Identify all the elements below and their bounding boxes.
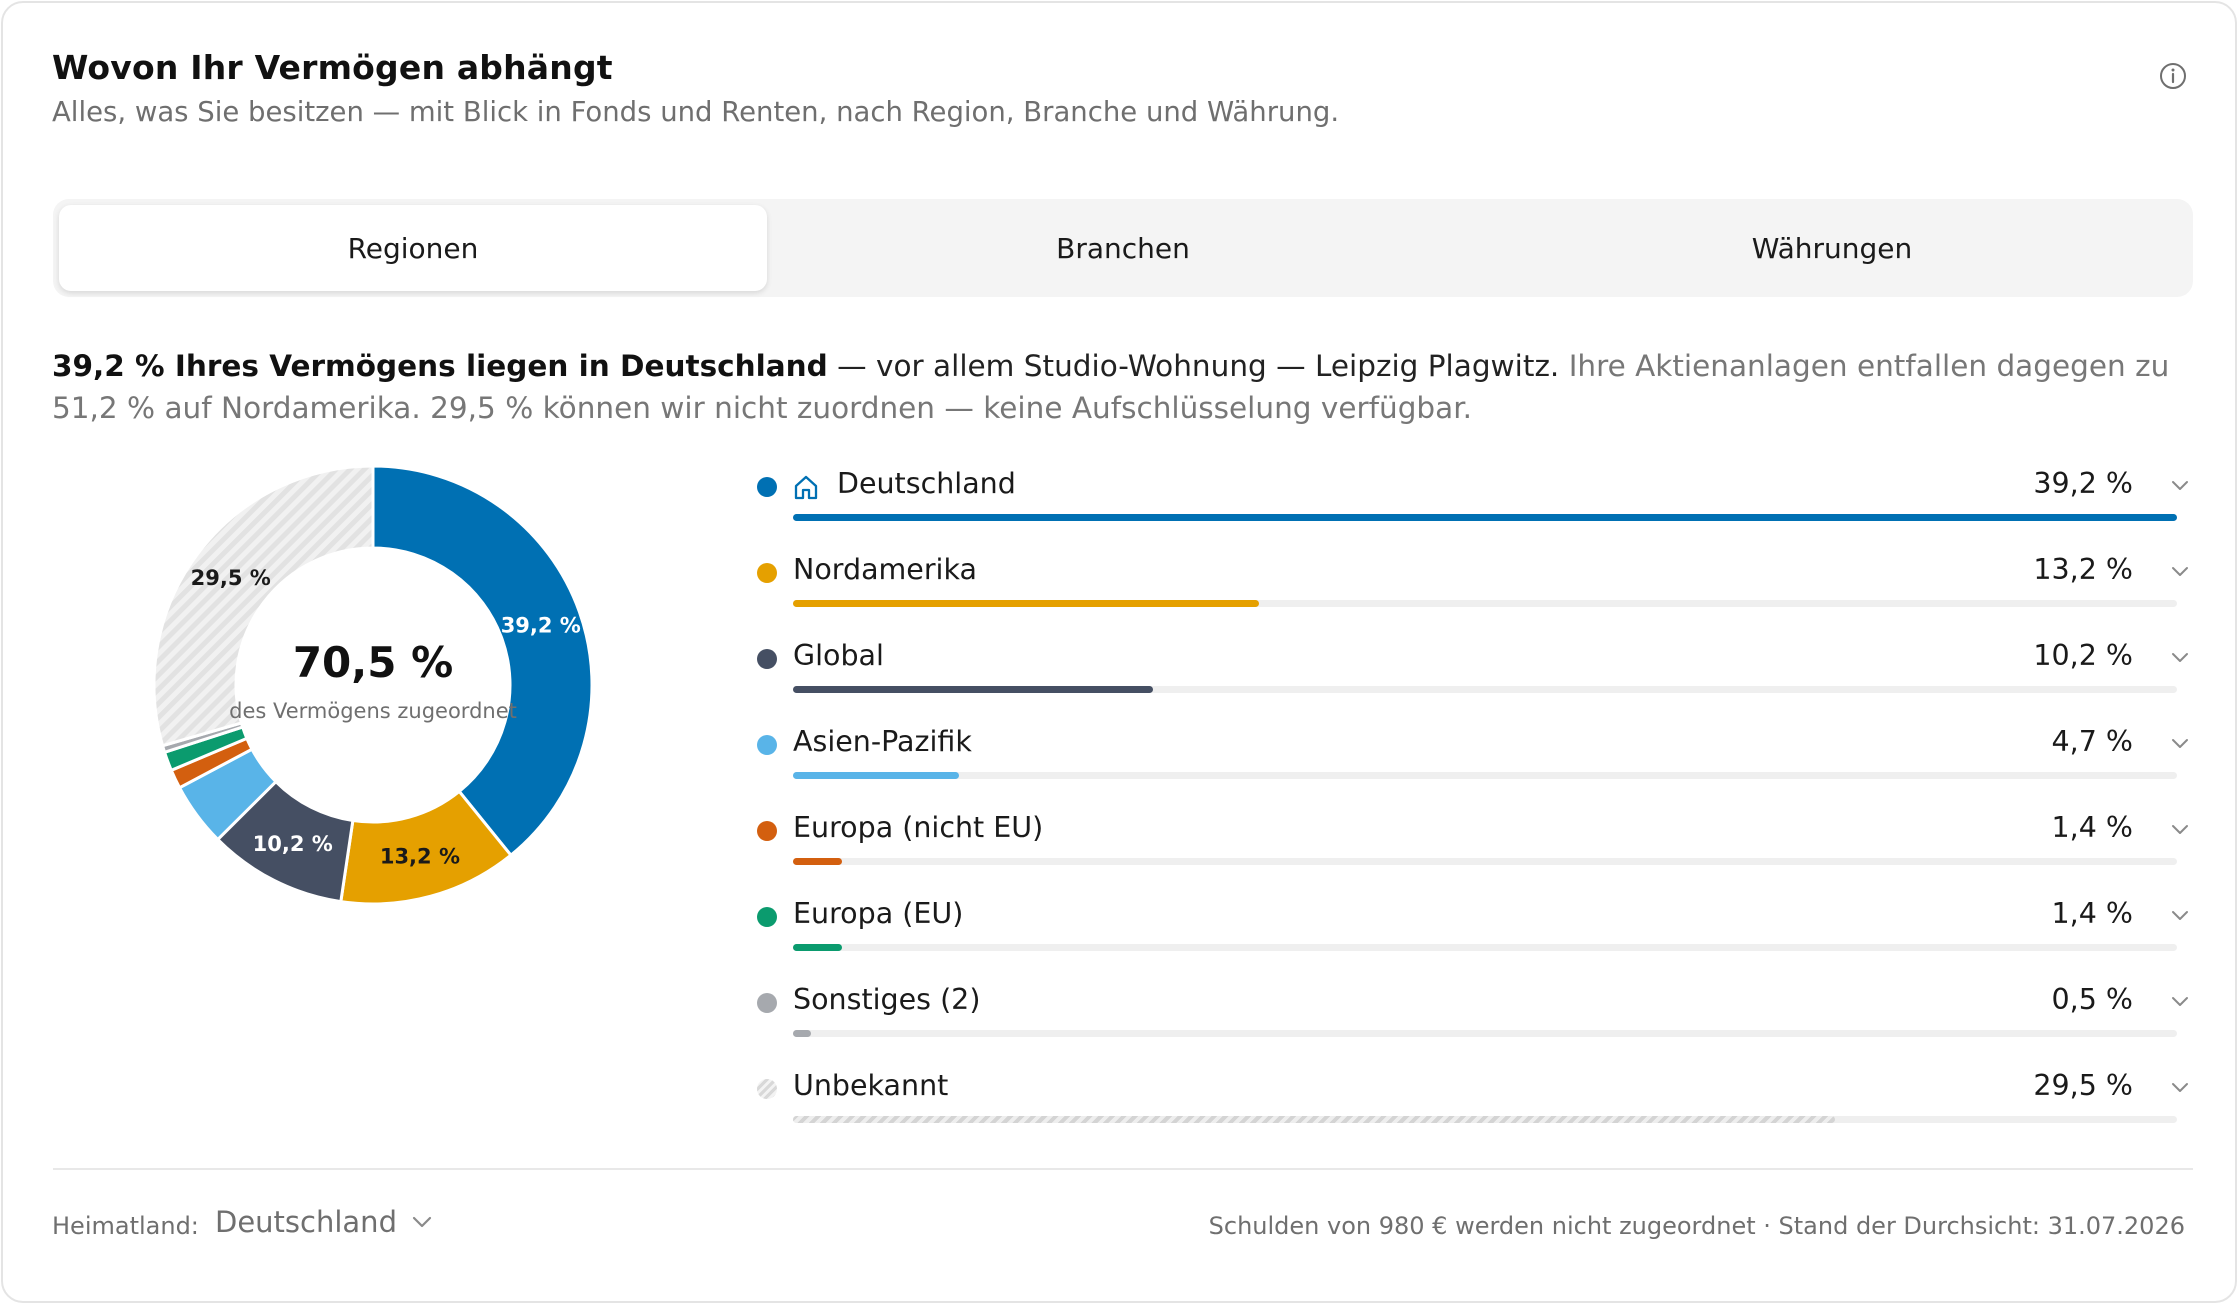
donut-slice-label: 10,2 % [253,832,333,856]
tab-bar: Regionen Branchen Währungen [53,199,2193,297]
tab-regionen[interactable]: Regionen [59,205,767,291]
region-bar-track [793,1030,2177,1037]
legend-dot [757,821,777,841]
region-bar-track [793,600,2177,607]
donut-center-value: 70,5 % [293,638,453,687]
region-bar-fill [793,1030,811,1037]
region-percent: 10,2 % [2033,639,2133,672]
region-bar-track [793,1116,2177,1123]
donut-slice [371,465,593,858]
home-country-label: Heimatland: [52,1212,199,1240]
region-row[interactable]: Sonstiges (2) 0,5 % [755,976,2195,1062]
legend-dot [757,735,777,755]
region-donut-chart: 39,2 % 13,2 % 10,2 % 29,5 % 70,5 % des Verm… [153,465,593,905]
info-icon[interactable] [2158,61,2188,91]
home-icon [794,475,818,500]
card-title: Wovon Ihr Vermögen abhängt [52,48,613,87]
donut-slice [153,465,375,748]
region-name: Europa (nicht EU) [793,811,1044,844]
footer-divider [53,1168,2193,1170]
legend-dot [757,1079,777,1099]
chevron-down-icon[interactable] [2169,822,2191,838]
summary-detail: — vor allem Studio-Wohnung — Leipzig Pla… [827,349,1560,383]
donut-slice-label: 29,5 % [191,566,271,590]
legend-dot [757,993,777,1013]
region-row[interactable]: Europa (EU) 1,4 % [755,890,2195,976]
region-bar-track [793,944,2177,951]
home-country-value: Deutschland [215,1205,397,1239]
chevron-down-icon[interactable] [2169,1080,2191,1096]
donut-center-caption: des Vermögens zugeordnet [229,699,517,723]
region-bar-fill [793,600,1259,607]
region-row[interactable]: Deutschland 39,2 % [755,460,2195,546]
region-row[interactable]: Global 10,2 % [755,632,2195,718]
footer-note: Schulden von 980 € werden nicht zugeordn… [1208,1212,2185,1240]
chevron-down-icon [412,1216,432,1228]
region-percent: 1,4 % [2051,811,2133,844]
legend-dot [757,649,777,669]
region-name: Unbekannt [793,1069,949,1102]
donut-slice-label: 39,2 % [501,614,581,638]
region-bar-fill [793,772,959,779]
chevron-down-icon[interactable] [2169,478,2191,494]
region-percent: 4,7 % [2051,725,2133,758]
donut-slice-label: 13,2 % [380,845,460,869]
summary-note: Ihre Aktienanlagen entfallen dagegen zu … [52,349,2170,425]
legend-dot [757,907,777,927]
region-bar-track [793,686,2177,693]
chevron-down-icon[interactable] [2169,564,2191,580]
region-name: Europa (EU) [793,897,964,930]
region-name: Nordamerika [793,553,977,586]
home-country-select[interactable]: Deutschland [215,1205,433,1239]
card-subtitle: Alles, was Sie besitzen — mit Blick in F… [52,96,1340,128]
summary-text: 39,2 % Ihres Vermögens liegen in Deutsch… [52,345,2202,429]
region-bar-track [793,772,2177,779]
tab-branchen[interactable]: Branchen [1056,231,1190,265]
chevron-down-icon[interactable] [2169,994,2191,1010]
region-bar-fill [793,858,843,865]
region-bar-track [793,858,2177,865]
region-percent: 29,5 % [2033,1069,2133,1102]
summary-headline: 39,2 % Ihres Vermögens liegen in Deutsch… [52,349,828,383]
region-row[interactable]: Unbekannt 29,5 % [755,1062,2195,1148]
region-bar-fill [793,686,1154,693]
region-row[interactable]: Asien-Pazifik 4,7 % [755,718,2195,804]
region-percent: 13,2 % [2033,553,2133,586]
region-percent: 1,4 % [2051,897,2133,930]
region-row[interactable]: Europa (nicht EU) 1,4 % [755,804,2195,890]
region-bar-fill [793,1116,1835,1123]
legend-dot [757,563,777,583]
region-name: Asien-Pazifik [793,725,972,758]
region-name: Deutschland [837,467,1016,500]
legend-dot [757,477,777,497]
region-bar-fill [793,944,843,951]
region-bar-track [793,514,2177,521]
tab-waehrungen[interactable]: Währungen [1751,231,1913,265]
region-percent: 0,5 % [2051,983,2133,1016]
chevron-down-icon[interactable] [2169,650,2191,666]
region-row[interactable]: Nordamerika 13,2 % [755,546,2195,632]
region-name: Global [793,639,884,672]
chevron-down-icon[interactable] [2169,908,2191,924]
chevron-down-icon[interactable] [2169,736,2191,752]
region-name: Sonstiges (2) [793,983,981,1016]
region-bar-fill [793,514,2177,521]
region-percent: 39,2 % [2033,467,2133,500]
